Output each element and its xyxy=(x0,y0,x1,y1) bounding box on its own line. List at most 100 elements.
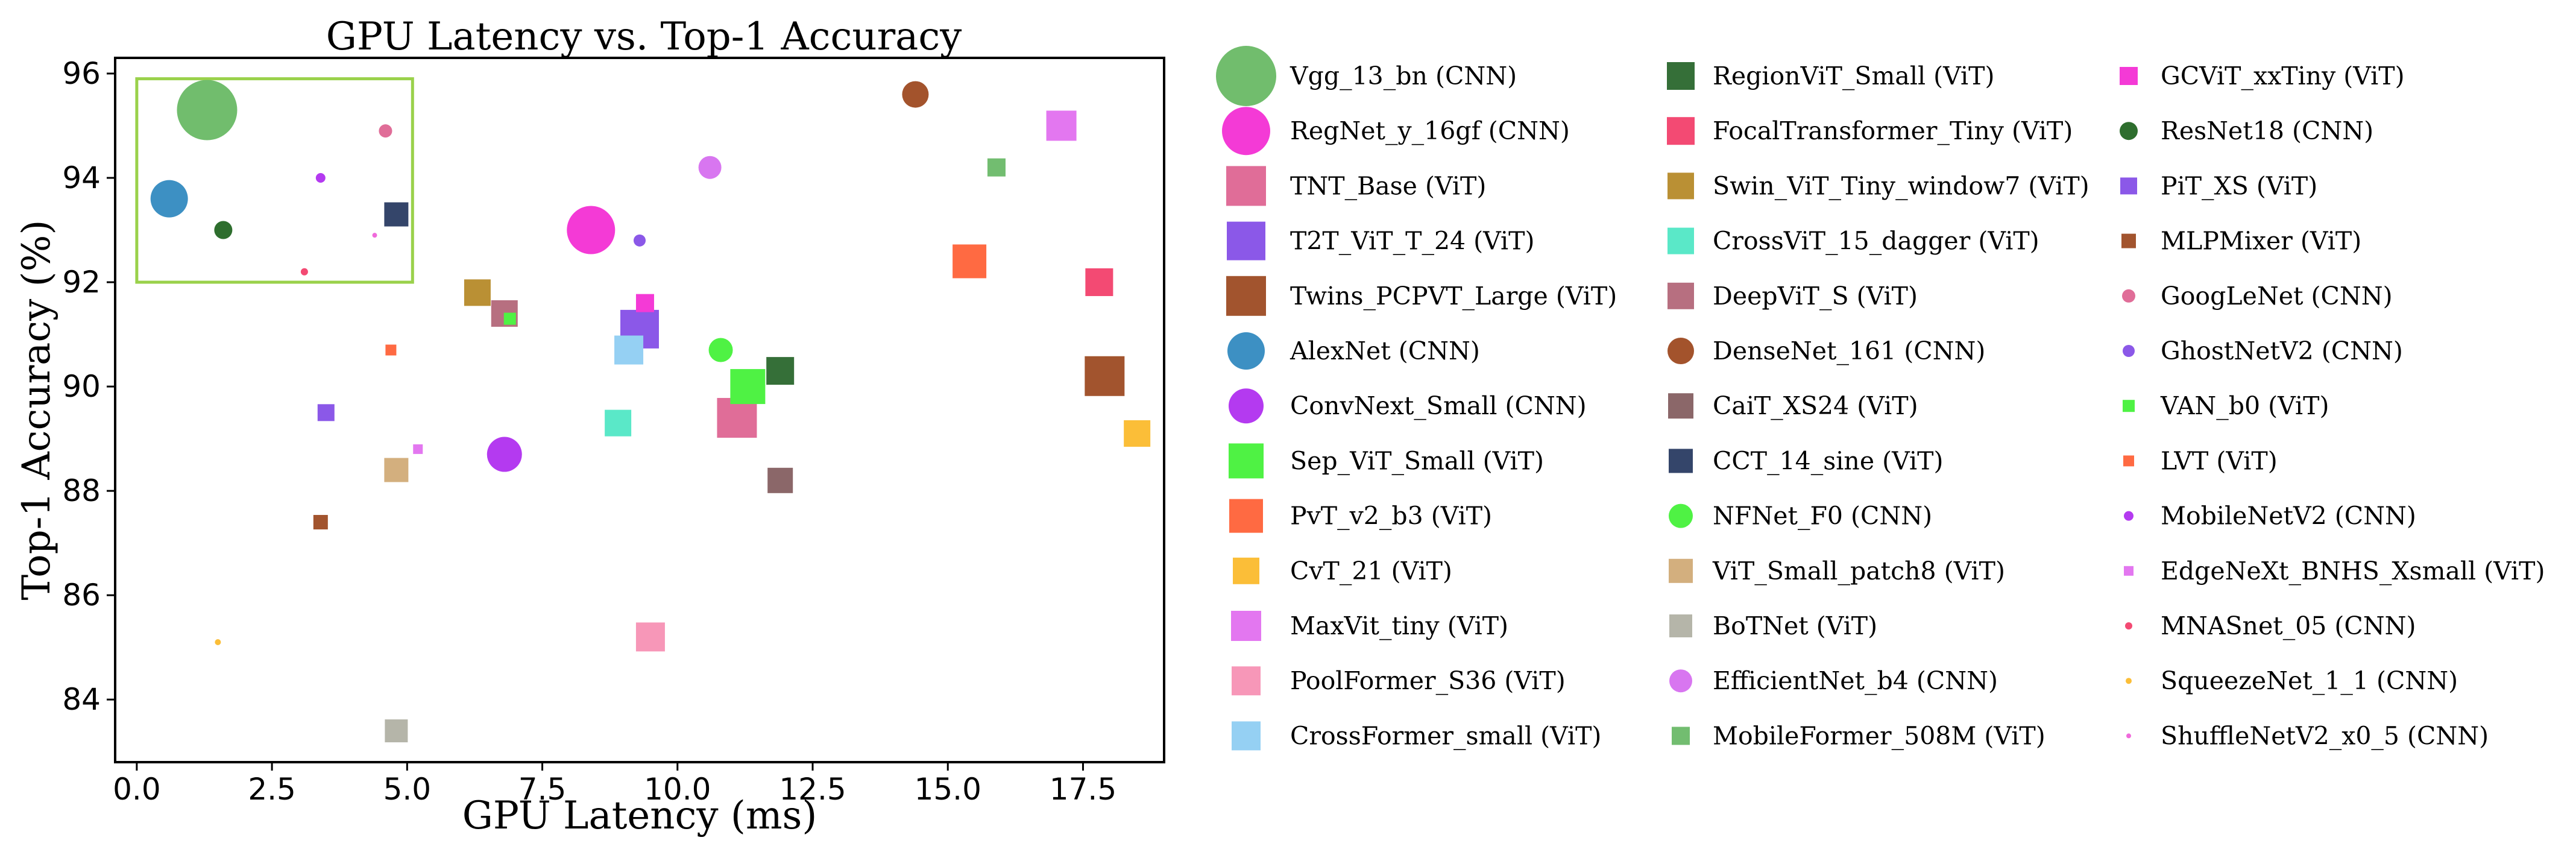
data-point-sep-vit-small-vit xyxy=(730,369,766,405)
legend-label: MNASnet_05 (CNN) xyxy=(2161,611,2416,640)
x-tick-label: 17.5 xyxy=(1050,772,1116,807)
legend-marker xyxy=(2122,289,2135,303)
x-tick-label: 12.5 xyxy=(779,772,846,807)
legend-label: CvT_21 (ViT) xyxy=(1290,557,1452,585)
legend-label: Vgg_13_bn (CNN) xyxy=(1290,62,1517,90)
data-point-edgenext-bnhs-xsmall-vit xyxy=(413,444,423,454)
legend-item-deepvit-s-vit: DeepViT_S (ViT) xyxy=(1667,282,1918,311)
legend-marker xyxy=(1669,503,1693,528)
data-point-van-b0-vit xyxy=(503,312,516,325)
y-tick-label: 88 xyxy=(62,473,101,508)
legend-item-regionvit-small-vit: RegionViT_Small (ViT) xyxy=(1667,62,1994,90)
legend-marker xyxy=(1669,614,1692,637)
legend-marker xyxy=(1226,166,1266,206)
x-tick-label: 0.0 xyxy=(113,772,161,807)
legend-marker xyxy=(1222,107,1270,156)
legend-marker xyxy=(2124,566,2134,576)
x-tick-label: 15.0 xyxy=(915,772,981,807)
y-tick-label: 90 xyxy=(62,369,101,404)
legend-label: SqueezeNet_1_1 (CNN) xyxy=(2161,666,2458,695)
legend-label: Swin_ViT_Tiny_window7 (ViT) xyxy=(1713,171,2089,200)
legend-marker xyxy=(1667,227,1694,254)
legend-label: ShuffleNetV2_x0_5 (CNN) xyxy=(2161,721,2489,750)
legend-marker xyxy=(1229,388,1264,424)
legend-item-regnet-y-16gf-cnn: RegNet_y_16gf (CNN) xyxy=(1222,107,1570,156)
legend-marker xyxy=(1232,666,1261,696)
legend-label: GCViT_xxTiny (ViT) xyxy=(2161,62,2405,90)
legend-item-poolformer-s36-vit: PoolFormer_S36 (ViT) xyxy=(1232,666,1566,696)
legend-marker xyxy=(1669,558,1693,583)
legend-marker xyxy=(2120,67,2138,85)
legend-item-crossvit-15-dagger-vit: CrossViT_15_dagger (ViT) xyxy=(1667,227,2039,256)
legend-item-edgenext-bnhs-xsmall-vit: EdgeNeXt_BNHS_Xsmall (ViT) xyxy=(2124,557,2545,585)
legend-label: BoTNet (ViT) xyxy=(1713,611,1877,640)
x-tick-label: 5.0 xyxy=(383,772,432,807)
legend-item-sep-vit-small-vit: Sep_ViT_Small (ViT) xyxy=(1229,443,1544,479)
legend-item-efficientnet-b4-cnn: EfficientNet_b4 (CNN) xyxy=(1669,666,1998,695)
legend-label: DeepViT_S (ViT) xyxy=(1713,282,1918,311)
legend-item-botnet-vit: BoTNet (ViT) xyxy=(1669,611,1877,640)
legend-item-gcvit-xxtiny-vit: GCViT_xxTiny (ViT) xyxy=(2120,62,2405,90)
legend-marker xyxy=(1672,727,1690,745)
x-tick-label: 2.5 xyxy=(248,772,296,807)
legend-label: NFNet_F0 (CNN) xyxy=(1713,502,1932,531)
legend-label: CrossViT_15_dagger (ViT) xyxy=(1713,227,2039,256)
legend-item-pvt-v2-b3-vit: PvT_v2_b3 (ViT) xyxy=(1229,499,1492,533)
legend-marker xyxy=(1667,62,1695,90)
data-point-twins-pcpvt-large-vit xyxy=(1085,356,1125,396)
data-point-mobilenetv2-cnn xyxy=(315,172,326,183)
legend-marker xyxy=(1229,499,1263,533)
legend-item-mlpmixer-vit: MLPMixer (ViT) xyxy=(2121,227,2361,256)
legend-item-tnt-base-vit: TNT_Base (ViT) xyxy=(1226,166,1486,206)
legend-marker xyxy=(1229,443,1264,479)
data-points xyxy=(150,80,1151,743)
data-point-mlpmixer-vit xyxy=(313,515,328,530)
legend-item-googlenet-cnn: GoogLeNet (CNN) xyxy=(2122,282,2393,311)
legend-label: MaxVit_tiny (ViT) xyxy=(1290,611,1508,640)
y-axis: 84 86 88 90 92 94 96 xyxy=(62,56,115,717)
legend-marker xyxy=(1667,172,1694,200)
data-point-botnet-vit xyxy=(385,719,408,743)
legend-label: CCT_14_sine (ViT) xyxy=(1713,446,1943,475)
legend-item-crossformer-small-vit: CrossFormer_small (ViT) xyxy=(1232,721,1601,751)
data-point-mnasnet-05-cnn xyxy=(300,268,308,276)
data-point-regnet-y-16gf-cnn xyxy=(567,206,616,254)
legend-marker xyxy=(1669,669,1692,693)
legend-item-cct-14-sine-vit: CCT_14_sine (ViT) xyxy=(1669,446,1943,475)
legend-label: MobileNetV2 (CNN) xyxy=(2161,502,2416,531)
y-tick-label: 92 xyxy=(62,265,101,300)
legend-label: T2T_ViT_T_24 (ViT) xyxy=(1290,227,1535,256)
data-point-pit-xs-vit xyxy=(317,404,335,421)
legend-marker xyxy=(2120,122,2138,140)
data-point-vit-small-patch8-vit xyxy=(384,458,409,482)
legend-marker xyxy=(1669,449,1693,473)
data-point-squeezenet-1-1-cnn xyxy=(215,639,221,646)
data-point-mobileformer-508m-vit xyxy=(987,158,1006,177)
legend-label: GoogLeNet (CNN) xyxy=(2161,282,2393,311)
legend-item-ghostnetv2-cnn: GhostNetV2 (CNN) xyxy=(2123,336,2403,365)
legend-item-swin-vit-tiny-window7-vit: Swin_ViT_Tiny_window7 (ViT) xyxy=(1667,171,2089,200)
legend-label: EdgeNeXt_BNHS_Xsmall (ViT) xyxy=(2161,557,2545,585)
legend-label: CaiT_XS24 (ViT) xyxy=(1713,391,1918,420)
data-point-efficientnet-b4-cnn xyxy=(698,156,722,179)
y-tick-label: 96 xyxy=(62,56,101,91)
data-point-lvt-vit xyxy=(385,344,397,356)
legend-label: ConvNext_Small (CNN) xyxy=(1290,391,1587,420)
legend-item-pit-xs-vit: PiT_XS (ViT) xyxy=(2120,171,2317,200)
data-point-resnet18-cnn xyxy=(214,221,233,239)
legend-label: RegNet_y_16gf (CNN) xyxy=(1290,116,1570,145)
legend-label: PiT_XS (ViT) xyxy=(2161,171,2317,200)
legend-item-mobileformer-508m-vit: MobileFormer_508M (ViT) xyxy=(1672,721,2045,750)
legend-item-vit-small-patch8-vit: ViT_Small_patch8 (ViT) xyxy=(1669,557,2005,585)
legend-marker xyxy=(1668,393,1693,419)
data-point-densenet-161-cnn xyxy=(902,81,929,108)
x-tick-label: 10.0 xyxy=(644,772,711,807)
data-point-shufflenetv2-x0-5-cnn xyxy=(372,233,377,238)
y-axis-label: Top-1 Accuracy (%) xyxy=(14,220,59,601)
data-point-vgg-13-bn-cnn xyxy=(177,80,238,140)
legend-marker xyxy=(1231,611,1261,641)
legend-item-mobilenetv2-cnn: MobileNetV2 (CNN) xyxy=(2124,502,2416,531)
legend-marker xyxy=(1227,332,1265,370)
legend-marker xyxy=(2120,177,2137,195)
legend-marker xyxy=(2123,345,2135,357)
